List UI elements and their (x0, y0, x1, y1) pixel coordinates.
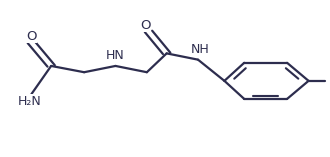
Text: NH: NH (190, 43, 209, 56)
Text: HN: HN (106, 49, 125, 62)
Text: H₂N: H₂N (18, 95, 42, 108)
Text: O: O (26, 30, 37, 43)
Text: O: O (140, 19, 150, 32)
